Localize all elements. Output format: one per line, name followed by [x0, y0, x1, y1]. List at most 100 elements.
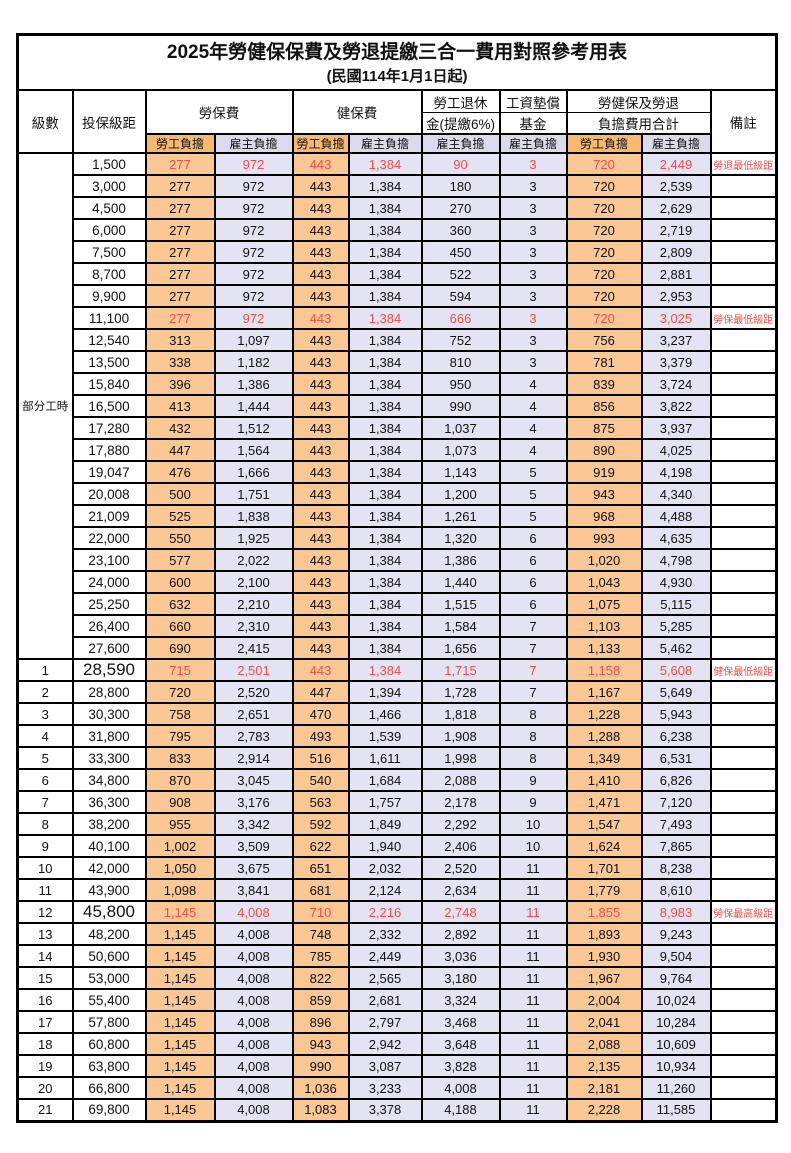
- cell-fund-employer: 11: [498, 922, 568, 946]
- header-total-employer-share: 雇主負擔: [640, 133, 712, 154]
- cell-fund-employer: 11: [498, 1098, 568, 1122]
- cell-total-employer: 4,025: [640, 438, 712, 462]
- cell-bracket: 30,300: [71, 702, 147, 726]
- cell-labor-employee: 500: [144, 482, 216, 506]
- cell-health-employee: 443: [291, 394, 350, 418]
- cell-note: [709, 1032, 778, 1056]
- header-health-employer-share: 雇主負擔: [347, 133, 423, 154]
- cell-note: [709, 636, 778, 660]
- cell-total-employee: 720: [565, 284, 643, 308]
- cell-note: [709, 438, 778, 462]
- table-row: 12,540 313 1,097 443 1,384 752 3 756 3,237: [18, 328, 778, 352]
- cell-bracket: 17,880: [71, 438, 147, 462]
- cell-total-employee: 1,167: [565, 680, 643, 704]
- cell-health-employee: 540: [291, 768, 350, 792]
- cell-fund-employer: 8: [498, 702, 568, 726]
- cell-pension-employer: 3,468: [420, 1010, 501, 1034]
- cell-labor-employee: 432: [144, 416, 216, 440]
- cell-level: 20: [16, 1076, 74, 1100]
- cell-pension-employer: 1,261: [420, 504, 501, 528]
- header-total-line2: 負擔費用合計: [565, 112, 712, 135]
- cell-health-employee: 443: [291, 570, 350, 594]
- cell-total-employee: 1,349: [565, 746, 643, 770]
- cell-total-employee: 756: [565, 328, 643, 352]
- cell-total-employee: 919: [565, 460, 643, 484]
- cell-total-employee: 856: [565, 394, 643, 418]
- table-row: 17,880 447 1,564 443 1,384 1,073 4 890 4,025: [18, 438, 778, 462]
- cell-note: [709, 240, 778, 264]
- cell-health-employer: 1,384: [347, 306, 423, 330]
- cell-total-employee: 943: [565, 482, 643, 506]
- table-row: 25,250 632 2,210 443 1,384 1,515 6 1,075 5,115: [18, 592, 778, 616]
- cell-bracket: 45,800: [71, 900, 147, 924]
- cell-health-employee: 443: [291, 328, 350, 352]
- cell-health-employee: 592: [291, 812, 350, 836]
- cell-bracket: 27,600: [71, 636, 147, 660]
- cell-total-employee: 720: [565, 174, 643, 198]
- cell-level: 7: [16, 790, 74, 814]
- cell-health-employer: 1,539: [347, 724, 423, 748]
- cell-labor-employee: 1,145: [144, 1010, 216, 1034]
- cell-labor-employee: 1,145: [144, 900, 216, 924]
- cell-labor-employee: 908: [144, 790, 216, 814]
- cell-labor-employee: 277: [144, 240, 216, 264]
- cell-labor-employee: 277: [144, 174, 216, 198]
- cell-bracket: 28,590: [71, 658, 147, 682]
- cell-pension-employer: 180: [420, 174, 501, 198]
- cell-bracket: 1,500: [71, 152, 147, 176]
- cell-health-employer: 2,681: [347, 988, 423, 1012]
- table-row: 21 69,800 1,145 4,008 1,083 3,378 4,188 11 2,228…: [16, 1098, 778, 1122]
- table-row: 5 33,300 833 2,914 516 1,611 1,998 8 1,349 6,531: [16, 746, 778, 770]
- cell-health-employer: 1,611: [347, 746, 423, 770]
- cell-labor-employee: 632: [144, 592, 216, 616]
- cell-health-employee: 443: [291, 284, 350, 308]
- cell-health-employer: 1,384: [347, 328, 423, 352]
- header-pension-employer-share: 雇主負擔: [420, 133, 501, 154]
- cell-health-employer: 1,384: [347, 240, 423, 264]
- cell-labor-employer: 972: [213, 284, 294, 308]
- cell-note: 勞退最低級距: [709, 152, 778, 176]
- header-fund-employer-share: 雇主負擔: [498, 133, 568, 154]
- cell-labor-employee: 1,145: [144, 988, 216, 1012]
- cell-note: [709, 262, 778, 286]
- header-pension-line2: 金(提繳6%): [420, 112, 501, 135]
- cell-total-employer: 10,024: [640, 988, 712, 1012]
- cell-bracket: 69,800: [71, 1098, 147, 1122]
- cell-bracket: 25,250: [71, 592, 147, 616]
- cell-health-employer: 1,394: [347, 680, 423, 704]
- cell-health-employee: 748: [291, 922, 350, 946]
- cell-total-employer: 2,449: [640, 152, 712, 176]
- cell-total-employer: 4,488: [640, 504, 712, 528]
- cell-labor-employer: 4,008: [213, 922, 294, 946]
- cell-level: 19: [16, 1054, 74, 1078]
- cell-fund-employer: 11: [498, 966, 568, 990]
- cell-bracket: 4,500: [71, 196, 147, 220]
- cell-labor-employer: 1,925: [213, 526, 294, 550]
- cell-total-employer: 2,953: [640, 284, 712, 308]
- cell-labor-employee: 870: [144, 768, 216, 792]
- cell-health-employee: 443: [291, 306, 350, 330]
- cell-total-employee: 720: [565, 196, 643, 220]
- cell-labor-employee: 1,145: [144, 1076, 216, 1100]
- cell-total-employer: 8,238: [640, 856, 712, 880]
- cell-labor-employer: 1,666: [213, 460, 294, 484]
- cell-total-employee: 1,228: [565, 702, 643, 726]
- cell-pension-employer: 1,073: [420, 438, 501, 462]
- cell-pension-employer: 1,515: [420, 592, 501, 616]
- cell-fund-employer: 5: [498, 460, 568, 484]
- table-row: 15 53,000 1,145 4,008 822 2,565 3,180 11 1,967 9,…: [16, 966, 778, 990]
- cell-bracket: 53,000: [71, 966, 147, 990]
- table-row: 19,047 476 1,666 443 1,384 1,143 5 919 4,198: [18, 460, 778, 484]
- header-row-groups: 級數 投保級距 勞保費 健保費 勞工退休 工資墊償 勞健保及勞退 備註: [16, 89, 778, 154]
- table-row: 2 28,800 720 2,520 447 1,394 1,728 7 1,167 5,649: [16, 680, 778, 704]
- cell-pension-employer: 3,324: [420, 988, 501, 1012]
- cell-total-employer: 5,649: [640, 680, 712, 704]
- cell-labor-employee: 758: [144, 702, 216, 726]
- cell-labor-employer: 1,386: [213, 372, 294, 396]
- table-row: 14 50,600 1,145 4,008 785 2,449 3,036 11 1,930 9,…: [16, 944, 778, 968]
- cell-labor-employer: 2,501: [213, 658, 294, 682]
- cell-level: 16: [16, 988, 74, 1012]
- cell-fund-employer: 3: [498, 218, 568, 242]
- cell-total-employee: 720: [565, 306, 643, 330]
- header-total-line1: 勞健保及勞退: [565, 89, 712, 113]
